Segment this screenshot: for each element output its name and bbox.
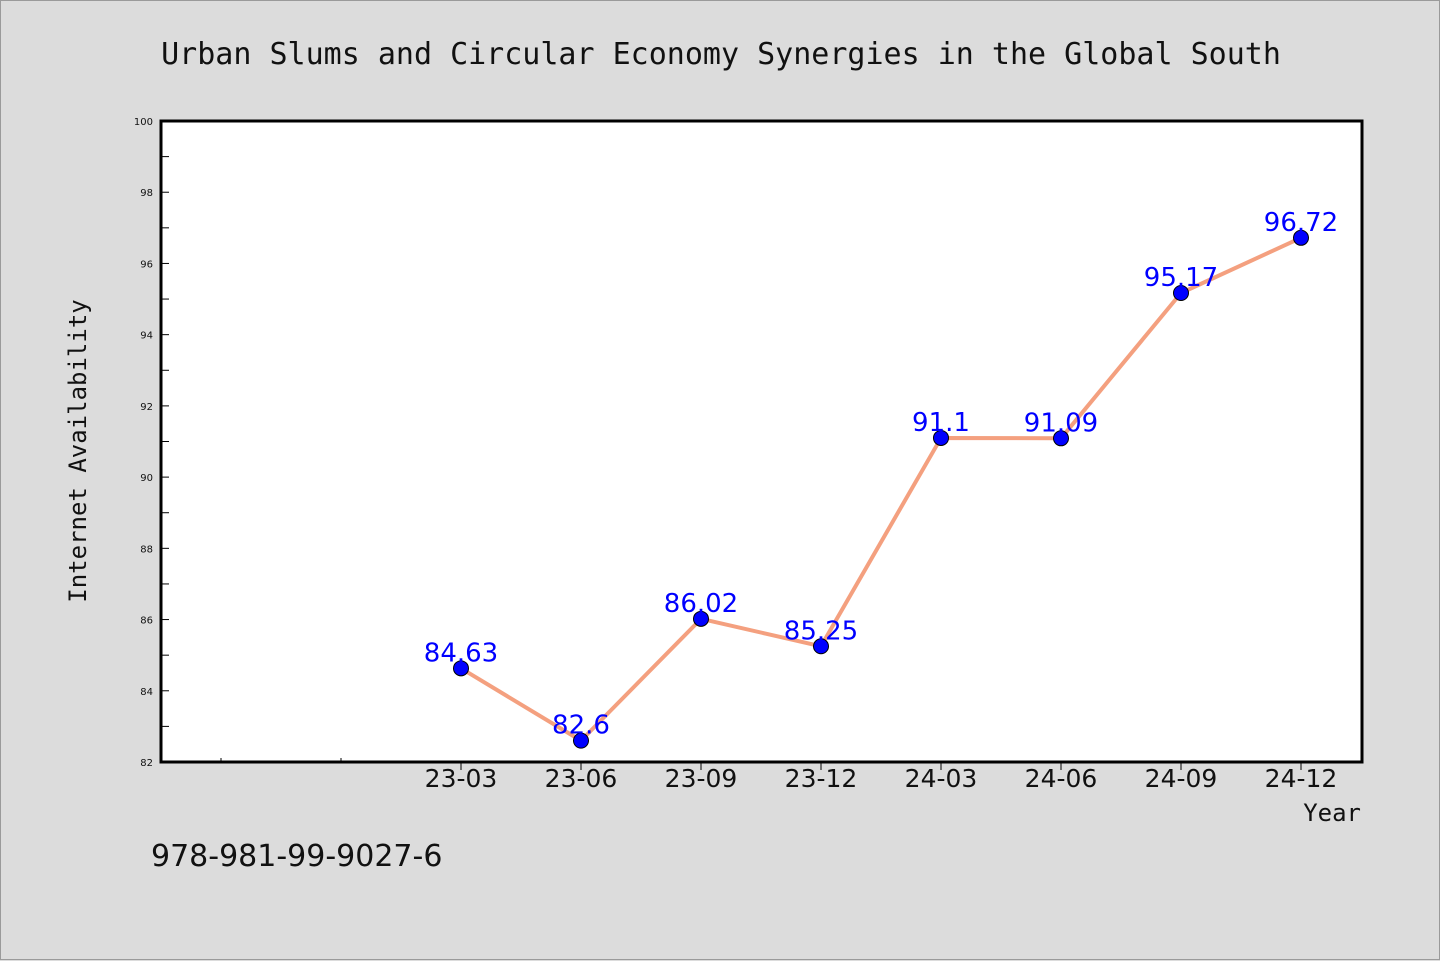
y-tick-label: 84 [140, 687, 153, 698]
data-point [813, 638, 829, 655]
x-axis: 23-03 23-06 23-09 23-12 24-03 24-06 24-09 24-12 [220, 758, 1338, 793]
x-tick-label: 24-12 [1265, 764, 1338, 793]
data-label: 91.1 [912, 408, 970, 438]
data-label: 85.25 [784, 616, 858, 646]
chart-title: Urban Slums and Circular Economy Synergi… [161, 37, 1281, 72]
x-axis-label: Year [1303, 799, 1361, 827]
data-point [1173, 285, 1189, 302]
y-tick-label: 96 [140, 259, 153, 270]
series-line [453, 229, 1309, 749]
data-label: 95.17 [1144, 263, 1218, 293]
data-point [933, 429, 949, 446]
y-axis: 82 84 86 88 90 92 94 96 98 100 [134, 117, 169, 769]
data-label: 96.72 [1264, 208, 1338, 238]
data-point [1293, 229, 1309, 246]
data-label: 84.63 [424, 638, 498, 668]
x-tick-label: 24-06 [1025, 764, 1098, 793]
y-tick-label: 88 [140, 544, 153, 555]
y-axis-label: Internet Availability [64, 299, 92, 602]
data-label: 82.6 [552, 711, 610, 741]
data-point [693, 610, 709, 627]
data-point [573, 732, 589, 749]
y-tick-label: 86 [140, 616, 153, 627]
y-tick-label: 90 [140, 473, 153, 484]
data-label: 91.09 [1024, 408, 1098, 438]
plot-area [161, 121, 1362, 762]
series-path [459, 235, 1302, 743]
y-tick-label: 82 [140, 758, 153, 769]
y-tick-label: 94 [140, 331, 153, 342]
data-labels: 84.63 82.6 86.02 85.25 91.1 91.09 95.17 96.72 [424, 208, 1338, 741]
y-tick-label: 98 [140, 188, 153, 199]
data-point [453, 660, 469, 677]
plot-border [159, 119, 1364, 764]
x-tick-label: 23-12 [785, 764, 858, 793]
x-tick-label: 23-09 [665, 764, 738, 793]
data-point [1053, 430, 1069, 447]
isbn-text: 978-981-99-9027-6 [151, 839, 442, 874]
y-tick-label: 92 [140, 402, 153, 413]
x-tick-label: 24-03 [905, 764, 978, 793]
x-tick-label: 23-06 [545, 764, 618, 793]
data-label: 86.02 [664, 589, 738, 619]
x-tick-label: 24-09 [1145, 764, 1218, 793]
x-tick-label: 23-03 [425, 764, 498, 793]
y-tick-label: 100 [134, 117, 153, 128]
